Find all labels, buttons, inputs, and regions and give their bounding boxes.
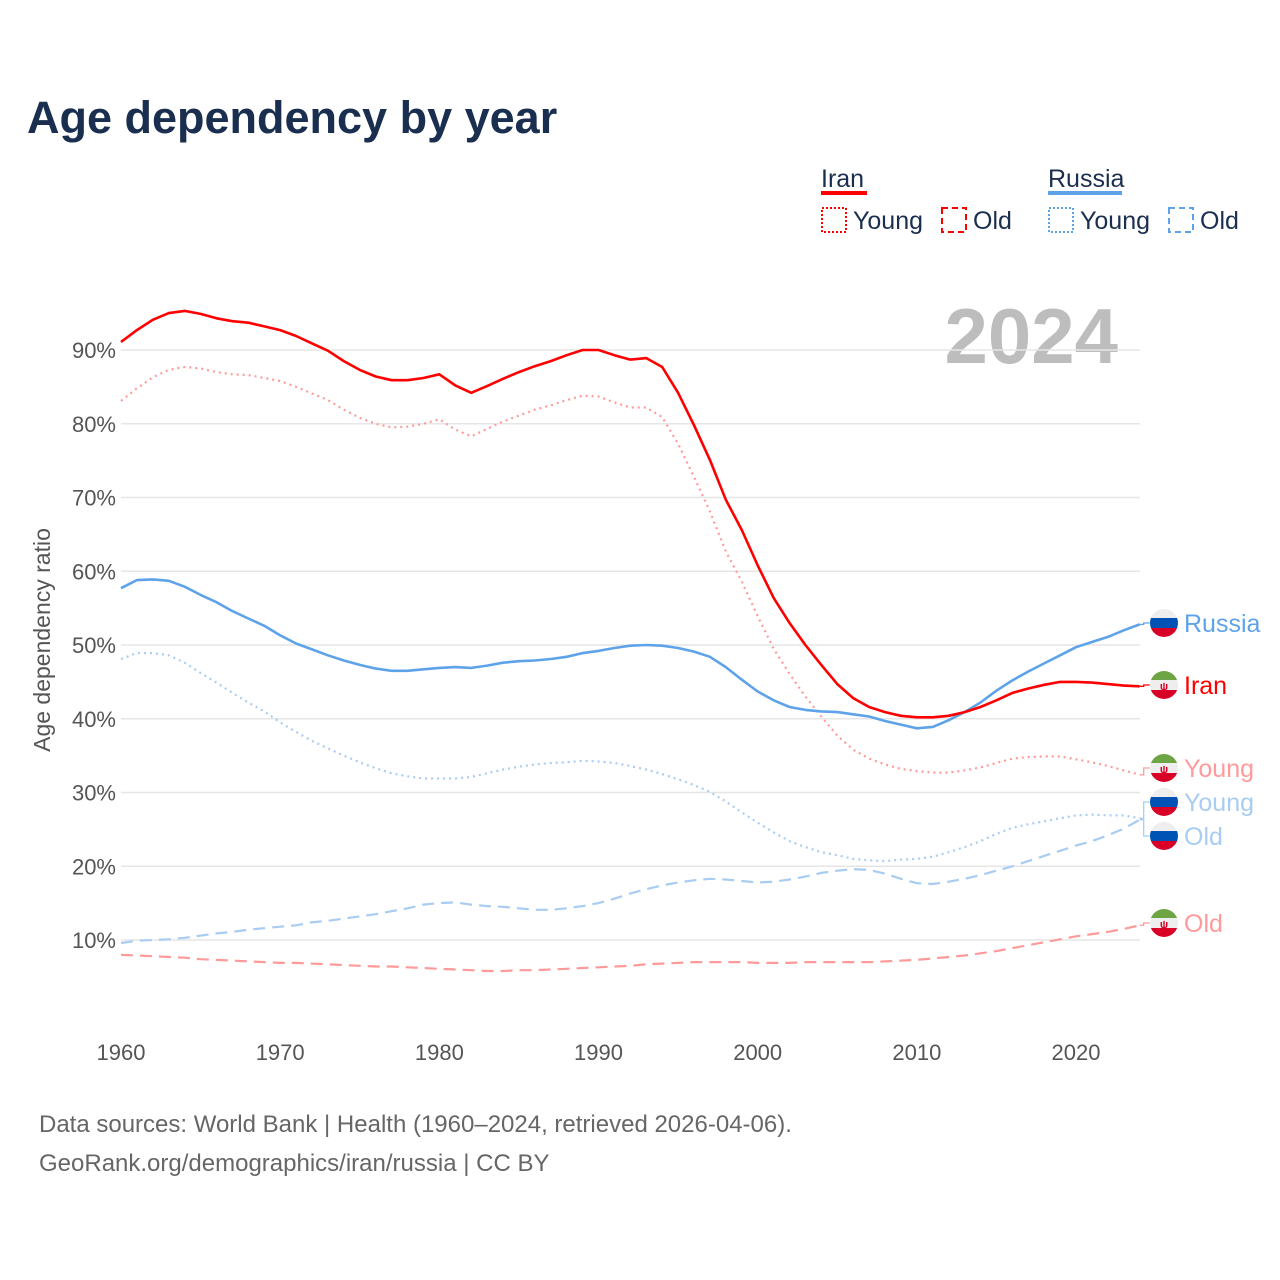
legend-iran-old-label[interactable]: Old <box>973 207 1012 235</box>
axis-ticks: 10% 20% 30% 40% 50% 60% 70% 80% 90% 1960 1970 1980 1… <box>72 338 1101 1065</box>
russia-flag-icon <box>1150 609 1178 637</box>
svg-text:ψ: ψ <box>1160 919 1168 931</box>
x-tick-label: 1990 <box>574 1040 623 1065</box>
end-label-iran-old: Old <box>1184 910 1223 938</box>
y-tick-label: 60% <box>72 559 116 584</box>
legend-iran-label: Iran <box>821 165 864 193</box>
russia-flag-icon <box>1150 788 1178 816</box>
x-tick-label: 2010 <box>892 1040 941 1065</box>
footer-link[interactable]: GeoRank.org/demographics/iran/russia | C… <box>39 1150 549 1177</box>
chart-title: Age dependency by year <box>27 92 557 143</box>
x-tick-label: 1970 <box>256 1040 305 1065</box>
legend-russia-young-label[interactable]: Young <box>1080 207 1150 235</box>
line-russia-total[interactable] <box>120 578 1141 730</box>
iran-flag-icon: ψ <box>1150 671 1178 699</box>
legend-russia-old-label[interactable]: Old <box>1200 207 1239 235</box>
legend-russia-old-swatch <box>1168 207 1194 233</box>
y-tick-label: 30% <box>72 781 116 806</box>
x-tick-label: 2020 <box>1052 1040 1101 1065</box>
y-tick-label: 80% <box>72 412 116 437</box>
line-iran-total[interactable] <box>120 309 1140 719</box>
legend-russia-young-swatch <box>1048 207 1074 233</box>
y-tick-label: 40% <box>72 707 116 732</box>
legend-russia-swatch <box>1048 191 1122 195</box>
line-russia-young[interactable] <box>120 652 1140 863</box>
series-lines <box>120 309 1141 973</box>
legend: Iran Young Old Russia Young Old <box>821 165 1239 235</box>
leader-line <box>1139 622 1150 625</box>
legend-russia-label: Russia <box>1048 165 1125 193</box>
legend-iran-young-label[interactable]: Young <box>853 207 923 235</box>
leader-line <box>1139 819 1150 837</box>
russia-flag-icon <box>1150 822 1178 850</box>
end-label-iran-total: Iran <box>1184 672 1227 700</box>
line-iran-young[interactable] <box>120 365 1140 776</box>
end-label-russia-total: Russia <box>1184 610 1261 638</box>
svg-text:ψ: ψ <box>1160 764 1168 776</box>
svg-text:ψ: ψ <box>1160 681 1168 693</box>
end-label-russia-old: Old <box>1184 823 1223 851</box>
year-display: 2024 <box>944 292 1118 380</box>
x-tick-label: 1960 <box>97 1040 146 1065</box>
line-russia-old[interactable] <box>120 818 1141 945</box>
y-tick-label: 10% <box>72 928 116 953</box>
legend-iran-young-swatch <box>821 207 847 233</box>
leader-line <box>1139 922 1150 926</box>
x-tick-label: 1980 <box>415 1040 464 1065</box>
leader-line <box>1139 801 1150 819</box>
y-axis-label: Age dependency ratio <box>29 528 55 752</box>
y-tick-label: 20% <box>72 854 116 879</box>
y-tick-label: 70% <box>72 486 116 511</box>
leader-line <box>1139 684 1150 687</box>
legend-iran-old-swatch <box>941 207 967 233</box>
y-tick-label: 90% <box>72 338 116 363</box>
iran-flag-icon: ψ <box>1150 754 1178 782</box>
end-label-iran-young: Young <box>1184 755 1254 783</box>
y-tick-label: 50% <box>72 633 116 658</box>
end-labels: ψ Iran ψ Young ψ Old Russia Young Old <box>1139 609 1261 938</box>
iran-flag-icon: ψ <box>1150 909 1178 937</box>
legend-iran-swatch <box>821 191 867 195</box>
end-label-russia-young: Young <box>1184 789 1254 817</box>
footer-sources: Data sources: World Bank | Health (1960–… <box>39 1111 792 1138</box>
leader-line <box>1139 767 1150 776</box>
x-tick-label: 2000 <box>733 1040 782 1065</box>
line-iran-old[interactable] <box>120 924 1140 973</box>
